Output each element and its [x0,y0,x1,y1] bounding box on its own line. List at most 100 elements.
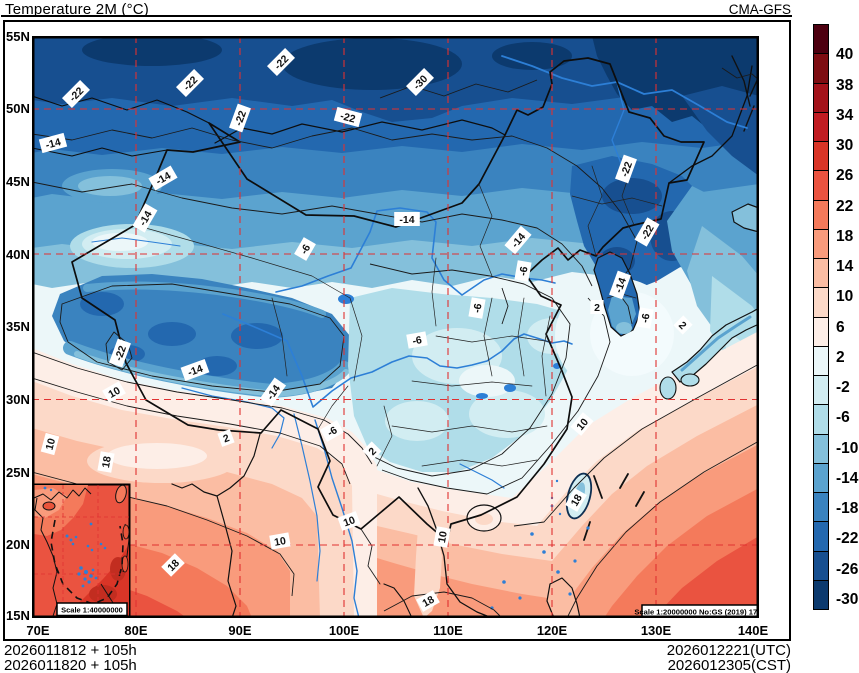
colorbar-tick-label: 6 [836,318,845,336]
contour-label: -22 [615,154,637,184]
valid-time-cst: 2026012305(CST) [667,657,791,673]
colorbar-tick-label: -18 [836,500,859,517]
colorbar-tick-label: 18 [836,227,854,245]
lon-axis-label: 140E [737,623,769,638]
rivers [91,55,748,619]
contour-label: -6 [294,237,316,261]
svg-text:-14: -14 [399,214,414,226]
contour-label: -6 [406,331,428,349]
lat-axis-label: 35N [6,319,30,334]
contour-label: 18 [565,488,587,512]
svg-text:10: 10 [342,514,357,529]
country-borders [31,57,753,585]
contour-label: 2 [673,315,693,335]
contour-label: 18 [416,590,440,612]
svg-text:-6: -6 [471,302,484,313]
colorbar-tick-label: -6 [836,409,850,427]
colorbar-segment [813,404,829,435]
svg-text:2: 2 [594,302,600,314]
contour-label: 10 [570,412,594,436]
svg-text:18: 18 [420,594,436,610]
lat-axis-label: 55N [6,29,30,44]
colorbar-segment [813,521,829,552]
contour-label: -14 [180,359,210,381]
lon-axis-label: 90E [228,623,252,638]
south-china-sea-inset: Scale 1:40000000 [32,483,131,618]
colorbar-segment [813,24,829,55]
model-name-label: CMA-GFS [728,2,791,17]
colorbar-segment [813,82,829,113]
colorbar-segment [813,375,829,406]
colorbar-segment [813,316,829,347]
svg-text:10: 10 [436,530,450,544]
colorbar-segment [813,287,829,318]
contour-label: -22 [109,338,131,368]
svg-text:-14: -14 [613,276,630,295]
contour-label: 10 [40,432,60,456]
colorbar-segment [813,345,829,376]
colorbar-tick-label: 30 [836,137,854,154]
colorbar-tick-label: -14 [836,469,859,487]
svg-text:18: 18 [100,455,114,469]
colorbar-tick-label: -26 [836,560,859,578]
lat-axis-label: 45N [6,174,30,189]
contour-label: 2 [590,300,604,314]
map-outer-frame [3,20,791,641]
contour-label: 18 [161,553,185,577]
colorbar-segment [813,492,829,523]
lat-axis-label: 25N [6,465,30,480]
svg-text:-22: -22 [233,109,250,128]
contour-label: -6 [468,297,486,319]
svg-text:-22: -22 [619,160,636,179]
colorbar-tick-label: 2 [836,348,845,366]
colorbar-tick-label: -22 [836,530,859,548]
valid-time-utc: 2026012221(UTC) [666,642,791,659]
title-underline [1,15,792,17]
colorbar-tick-label: -30 [836,590,859,608]
lon-axis-label: 80E [124,623,148,638]
inset-island-dots [43,486,107,588]
svg-text:-6: -6 [639,312,652,323]
colorbar-tick-label: 34 [836,106,854,124]
colorbar-segment [813,53,829,84]
contour-label: -6 [514,260,532,282]
svg-text:10: 10 [273,535,287,549]
contour-label: 10 [269,532,291,550]
colorbar-tick-label: 40 [836,46,854,64]
contour-label: -22 [333,106,363,128]
contour-label: -14 [394,212,420,226]
svg-text:2: 2 [222,432,232,445]
province-borders [134,165,663,467]
graticule [32,36,759,618]
contour-label: -6 [320,420,344,442]
init-time-cst: 2026011820 + 105h [4,657,137,673]
svg-text:-22: -22 [113,344,130,363]
svg-text:-6: -6 [412,334,423,347]
contour-label: -14 [609,270,631,300]
inset-scale-label: Scale 1:40000000 [61,606,123,615]
init-time-utc: 2026011812 + 105h [4,642,137,659]
svg-text:-22: -22 [339,110,357,126]
map-canvas: -22 -22 -22 -30 -22 -22 -14 -14 -14 -14 -6 -14 -6 -22… [31,34,766,619]
page-title: Temperature 2M (°C) [5,1,150,18]
colorbar-tick-label: 38 [836,76,854,94]
contour-labels: -22-22-22-30-22-22-14-14-14 -14-6 -14-6-22… [38,47,693,612]
lon-axis-label: 110E [433,623,463,638]
colorbar-segment [813,550,829,581]
contour-label: 2 [362,441,382,461]
lat-axis-label: 30N [6,392,30,407]
colorbar-segment [813,228,829,259]
lat-axis-label: 20N [6,537,30,552]
colorbar-segment [813,141,829,172]
colorbar-tick-label: -2 [836,379,850,396]
colorbar-tick-label: -10 [836,439,859,457]
svg-text:-6: -6 [517,265,530,276]
colorbar-segment [813,433,829,464]
colorbar-segment [813,579,829,610]
svg-text:10: 10 [106,385,122,401]
lon-axis-label: 120E [536,623,568,638]
lat-axis-label: 15N [6,608,30,623]
contour-label: -22 [229,103,251,133]
colorbar-segment [813,462,829,493]
